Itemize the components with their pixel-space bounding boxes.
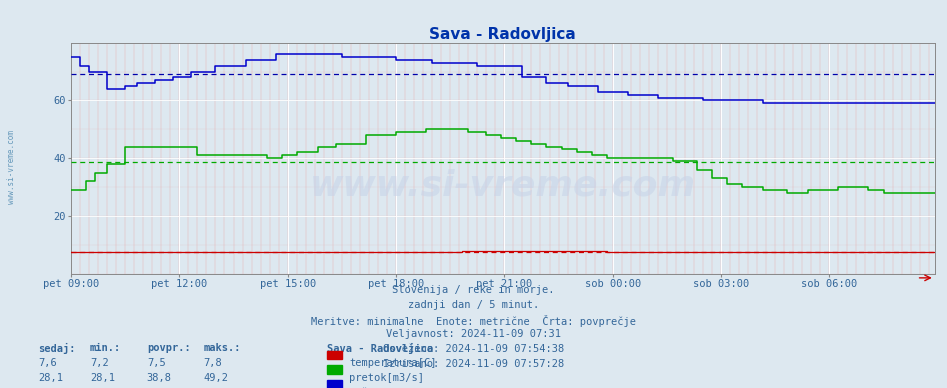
Text: www.si-vreme.com: www.si-vreme.com	[310, 169, 696, 203]
Text: Meritve: minimalne  Enote: metrične  Črta: povprečje: Meritve: minimalne Enote: metrične Črta:…	[311, 315, 636, 327]
Text: temperatura[C]: temperatura[C]	[349, 358, 437, 368]
Text: maks.:: maks.:	[204, 343, 241, 353]
Text: Sava - Radovljica: Sava - Radovljica	[327, 343, 433, 354]
Text: zadnji dan / 5 minut.: zadnji dan / 5 minut.	[408, 300, 539, 310]
Text: 28,1: 28,1	[38, 373, 63, 383]
Text: sedaj:: sedaj:	[38, 343, 76, 354]
Text: 7,6: 7,6	[38, 358, 57, 368]
Text: povpr.:: povpr.:	[147, 343, 190, 353]
Text: Slovenija / reke in morje.: Slovenija / reke in morje.	[392, 285, 555, 295]
Text: Osveženo: 2024-11-09 07:54:38: Osveženo: 2024-11-09 07:54:38	[383, 344, 564, 354]
Text: 7,8: 7,8	[204, 358, 223, 368]
Text: pretok[m3/s]: pretok[m3/s]	[349, 373, 424, 383]
Text: www.si-vreme.com: www.si-vreme.com	[7, 130, 16, 204]
Text: 49,2: 49,2	[204, 373, 228, 383]
Text: Veljavnost: 2024-11-09 07:31: Veljavnost: 2024-11-09 07:31	[386, 329, 561, 340]
Text: Izrisano: 2024-11-09 07:57:28: Izrisano: 2024-11-09 07:57:28	[383, 359, 564, 369]
Text: 7,5: 7,5	[147, 358, 166, 368]
Text: min.:: min.:	[90, 343, 121, 353]
Title: Sava - Radovljica: Sava - Radovljica	[430, 26, 576, 42]
Text: 28,1: 28,1	[90, 373, 115, 383]
Text: 7,2: 7,2	[90, 358, 109, 368]
Text: 38,8: 38,8	[147, 373, 171, 383]
